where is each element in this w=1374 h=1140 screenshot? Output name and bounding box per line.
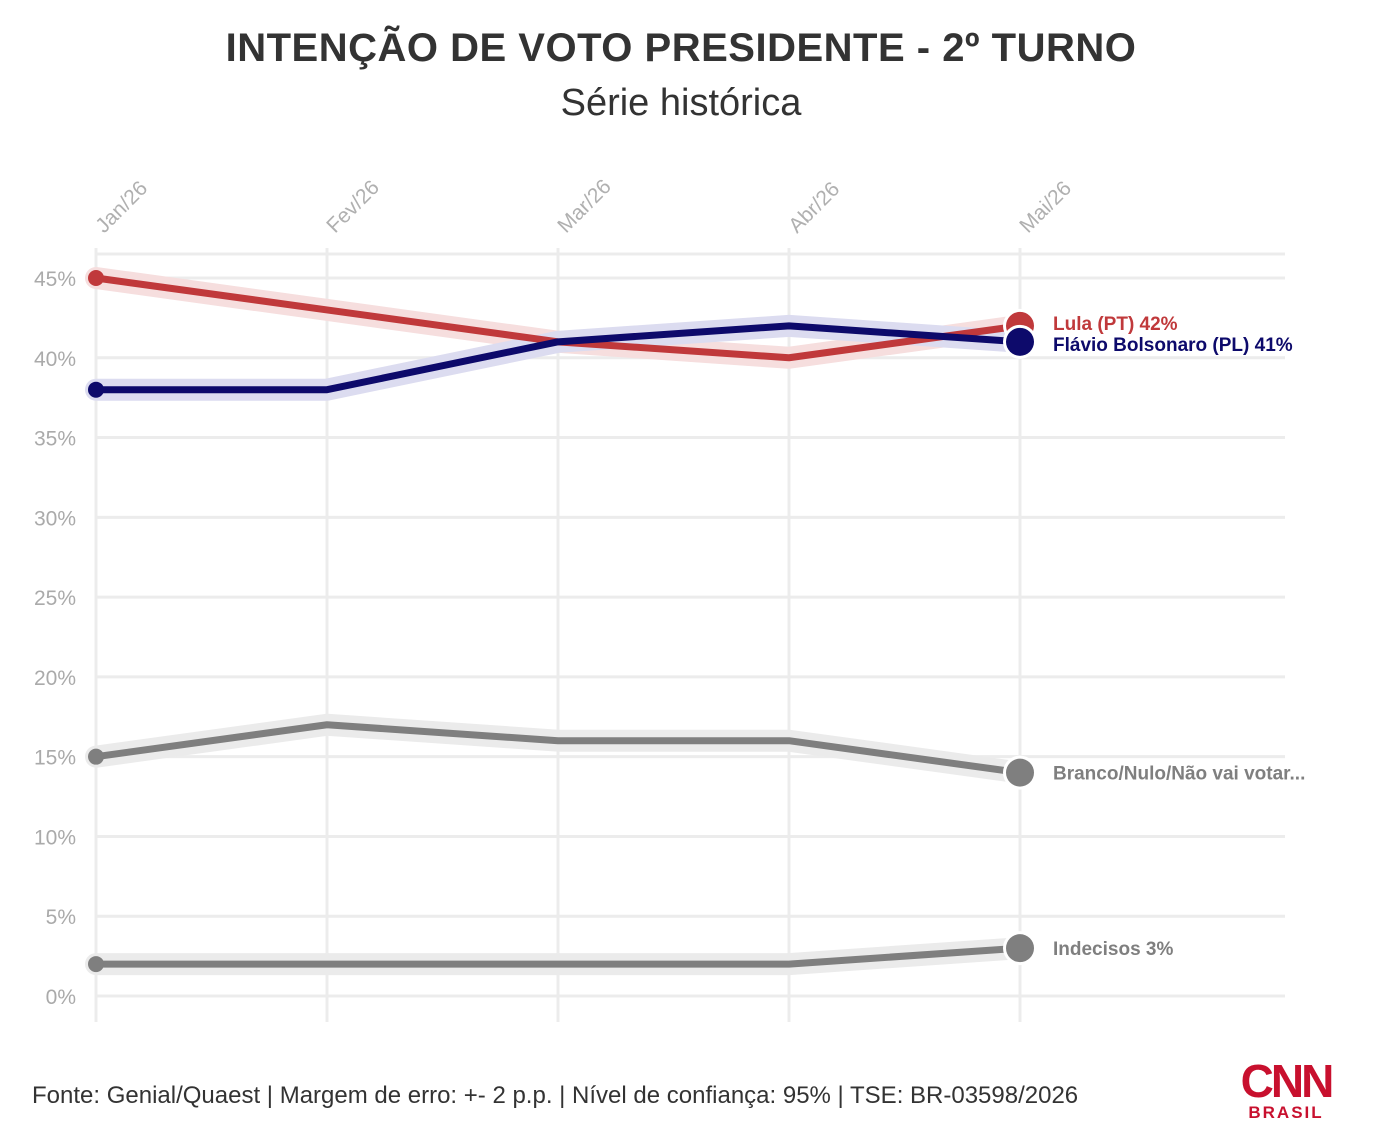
y-tick-label: 45%: [34, 268, 76, 291]
chart-subtitle: Série histórica: [560, 82, 802, 124]
series-line: [92, 322, 1024, 394]
y-tick-label: 40%: [34, 348, 76, 371]
y-tick-label: 15%: [34, 747, 76, 770]
x-tick-label: Abr/26: [784, 178, 844, 238]
series-end-point: [1006, 758, 1034, 787]
x-tick-label: Mai/26: [1015, 177, 1076, 238]
y-tick-label: 0%: [46, 986, 76, 1009]
y-tick-label: 30%: [34, 507, 76, 530]
series-start-point: [88, 956, 104, 973]
series-start-point: [88, 748, 104, 765]
y-tick-label: 5%: [46, 906, 76, 929]
logo-sub-text: BRASIL: [1248, 1103, 1324, 1122]
series-line: [92, 944, 1024, 968]
x-tick-label: Jan/26: [91, 177, 152, 238]
chart-title: INTENÇÃO DE VOTO PRESIDENTE - 2º TURNO: [225, 26, 1137, 70]
cnn-brasil-logo: CNN BRASIL: [1238, 1055, 1335, 1122]
series-label: Branco/Nulo/Não vai votar...: [1053, 764, 1305, 785]
source-footer: Fonte: Genial/Quaest | Margem de erro: +…: [32, 1082, 1079, 1109]
series-start-point: [88, 270, 104, 286]
y-tick-label: 10%: [34, 826, 76, 849]
series-label: Indecisos 3%: [1053, 939, 1173, 960]
y-tick-label: 35%: [34, 428, 76, 451]
series-label: Lula (PT) 42%: [1053, 314, 1178, 335]
series-end-point: [1006, 327, 1034, 356]
series-end-point: [1006, 934, 1034, 963]
y-tick-label: 20%: [34, 667, 76, 690]
logo-main-text: CNN: [1240, 1055, 1335, 1107]
x-tick-label: Fev/26: [322, 176, 384, 238]
y-tick-label: 25%: [34, 587, 76, 610]
series-start-point: [88, 381, 104, 398]
series-label: Flávio Bolsonaro (PL) 41%: [1053, 335, 1293, 356]
series-line: [92, 721, 1024, 777]
x-tick-label: Mar/26: [553, 175, 615, 237]
